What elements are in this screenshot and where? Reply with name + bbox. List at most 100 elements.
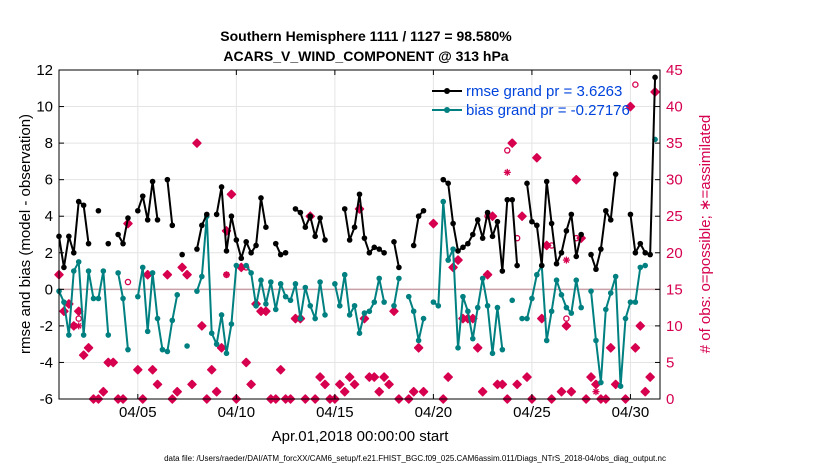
obs-possible-marker (108, 357, 118, 368)
bias-point (233, 262, 240, 269)
obs-possible-marker (344, 372, 355, 382)
x-tick-label: 04/25 (513, 404, 551, 421)
bias-point (617, 383, 624, 390)
bias-point (159, 346, 166, 353)
rmse-point (243, 239, 249, 245)
rmse-point (258, 195, 264, 201)
x-axis-ticks: 04/05 04/10 04/15 04/20 04/25 04/30 (119, 70, 649, 421)
left-y-axis-label: rmse and bias (model - observation) (17, 114, 34, 354)
bias-point (435, 302, 442, 309)
rmse-point (479, 235, 486, 241)
left-y-tick-label: -2 (40, 318, 53, 335)
obs-possible-marker (497, 379, 508, 390)
rmse-point (598, 246, 604, 252)
left-y-tick-label: -4 (40, 354, 53, 371)
obs-possible-marker (453, 255, 463, 265)
legend: rmse grand pr = 3.6263 bias grand pr = -… (432, 83, 630, 119)
bias-point (100, 268, 107, 274)
bias-point (297, 315, 304, 322)
obs-possible-marker (512, 379, 522, 390)
rmse-point (603, 207, 609, 214)
rmse-point (445, 180, 451, 187)
bias-point (341, 271, 348, 278)
bias-point (272, 306, 279, 313)
obs-possible-marker (635, 321, 646, 331)
right-y-axis-ticks: 0 5 10 15 20 25 30 35 40 45 (655, 62, 683, 408)
rmse-point (642, 249, 649, 256)
bias-point (632, 299, 639, 305)
bias-point (494, 304, 501, 311)
bias-point (588, 288, 594, 294)
rmse-point (263, 224, 269, 230)
obs-possible-marker (349, 379, 360, 390)
bias-point (228, 321, 235, 327)
obs-possible-open-marker (75, 315, 82, 322)
rmse-point (149, 178, 156, 185)
obs-possible-marker (339, 386, 350, 397)
rmse-point (593, 266, 599, 273)
data-file-footnote: data file: /Users/raeder/DAI/ATM_forcXX/… (164, 454, 666, 463)
bias-point (563, 304, 570, 311)
rmse-point (504, 196, 511, 203)
bias-point (612, 273, 619, 280)
rmse-point (80, 202, 87, 209)
rmse-point (238, 255, 245, 262)
rmse-point (125, 215, 131, 221)
rmse-point (381, 249, 387, 256)
bias-point (642, 262, 649, 269)
rmse-point (317, 215, 323, 221)
bias-point (312, 315, 318, 322)
rmse-point (164, 176, 171, 183)
obs-possible-marker (147, 365, 158, 375)
rmse-point (514, 262, 520, 269)
bias-point (154, 315, 161, 322)
obs-possible-marker (172, 386, 182, 397)
bias-point (75, 259, 82, 265)
right-y-tick-label: 5 (666, 354, 674, 371)
obs-possible-marker (78, 350, 89, 360)
rmse-line-segment (166, 179, 174, 226)
bias-point (558, 292, 565, 298)
obs-assimilated-marker (75, 322, 83, 330)
rmse-point (341, 206, 348, 212)
obs-possible-marker (320, 379, 330, 390)
bias-point (302, 284, 309, 291)
rmse-point (135, 207, 141, 214)
obs-possible-marker (211, 386, 222, 397)
left-y-tick-label: 2 (45, 245, 53, 262)
rmse-point (455, 248, 461, 254)
obs-possible-marker (69, 321, 79, 331)
rmse-point (199, 222, 205, 229)
obs-assimilated-marker (592, 388, 600, 396)
bias-point (415, 337, 422, 344)
bias-point (248, 270, 254, 276)
plot-frame (58, 69, 661, 400)
obs-possible-marker (517, 211, 527, 221)
obs-possible-marker (197, 321, 207, 331)
rmse-point (489, 233, 496, 240)
obs-possible-marker (586, 372, 596, 382)
bias-point (105, 332, 112, 338)
bias-point (149, 270, 156, 276)
grid-lines (59, 69, 660, 400)
obs-possible-marker (369, 372, 380, 382)
rmse-point (297, 209, 304, 216)
obs-possible-marker (482, 269, 493, 280)
bias-point (277, 281, 284, 287)
rmse-point (253, 242, 259, 249)
rmse-point (637, 240, 644, 247)
rmse-point (410, 242, 417, 249)
bias-point (223, 350, 230, 357)
rmse-point (248, 249, 254, 256)
obs-possible-marker (275, 365, 286, 375)
obs-possible-marker (408, 386, 419, 397)
chart-title-line-1: Southern Hemisphere 1111 / 1127 = 98.580… (220, 28, 512, 44)
obs-possible-marker (374, 386, 384, 397)
rmse-line-segment (58, 200, 90, 269)
bias-point (346, 312, 353, 318)
bias-point (268, 279, 274, 285)
left-y-tick-label: 10 (36, 99, 53, 116)
bias-point (292, 281, 299, 287)
legend-bias-marker (444, 107, 450, 113)
bias-point (484, 302, 491, 309)
